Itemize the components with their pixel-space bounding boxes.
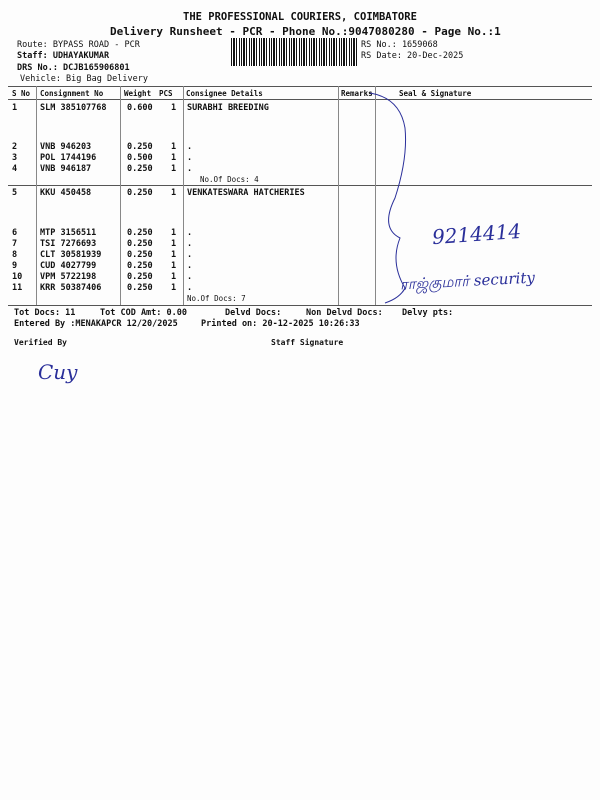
- row-consignment-no: CLT 30581939: [40, 250, 102, 260]
- row-weight: 0.600: [127, 103, 153, 113]
- row-sno: 7: [12, 239, 18, 249]
- entered-by: Entered By :MENAKAPCR 12/20/2025: [14, 319, 178, 329]
- row-detail: .: [187, 283, 193, 293]
- row-pcs: 1: [171, 272, 177, 282]
- col-divider: [36, 86, 37, 305]
- tot-docs: Tot Docs: 11: [14, 308, 76, 318]
- row-pcs: 1: [171, 239, 177, 249]
- route: Route: BYPASS ROAD - PCR: [17, 40, 140, 50]
- row-weight: 0.500: [127, 153, 153, 163]
- table-bottom-line: [8, 305, 592, 306]
- col-divider: [120, 86, 121, 305]
- staff-signature-label: Staff Signature: [271, 338, 344, 347]
- row-consignment-no: SLM 385107768: [40, 103, 107, 113]
- printed-on: Printed on: 20-12-2025 10:26:33: [201, 319, 360, 329]
- col-consignee: Consignee Details: [186, 89, 263, 98]
- row-detail: .: [187, 164, 193, 174]
- header-line: [8, 99, 592, 100]
- delvd-docs: Delvd Docs:: [225, 308, 282, 318]
- row-consignment-no: KKU 450458: [40, 188, 92, 198]
- row-consignment-no: KRR 50387406: [40, 283, 102, 293]
- group-divider: [8, 185, 592, 186]
- col-pcs: PCS: [159, 89, 173, 98]
- col-divider: [183, 86, 184, 305]
- row-detail: .: [187, 239, 193, 249]
- row-detail: .: [187, 261, 193, 271]
- rs-date: RS Date: 20-Dec-2025: [361, 51, 464, 61]
- row-pcs: 1: [171, 188, 177, 198]
- row-weight: 0.250: [127, 142, 153, 152]
- row-weight: 0.250: [127, 250, 153, 260]
- row-pcs: 1: [171, 153, 177, 163]
- row-pcs: 1: [171, 164, 177, 174]
- drs-no: DRS No.: DCJB165906801: [17, 63, 130, 73]
- row-consignment-no: VNB 946187: [40, 164, 92, 174]
- barcode: [231, 38, 357, 66]
- staff: Staff: UDHAYAKUMAR: [17, 51, 110, 61]
- row-detail: .: [187, 272, 193, 282]
- row-weight: 0.250: [127, 239, 153, 249]
- row-pcs: 1: [171, 261, 177, 271]
- col-seal: Seal & Signature: [399, 89, 472, 98]
- verifier-signature: Cuy: [38, 360, 78, 384]
- rs-no: RS No.: 1659068: [361, 40, 438, 50]
- row-pcs: 1: [171, 283, 177, 293]
- row-sno: 3: [12, 153, 18, 163]
- delvy-pts: Delvy pts:: [402, 308, 454, 318]
- row-sno: 10: [12, 272, 23, 282]
- table-top-line: [8, 86, 592, 87]
- row-consignment-no: VNB 946203: [40, 142, 92, 152]
- row-sno: 8: [12, 250, 18, 260]
- row-weight: 0.250: [127, 188, 153, 198]
- row-consignment-no: VPM 5722198: [40, 272, 97, 282]
- row-consignment-no: MTP 3156511: [40, 228, 97, 238]
- verified-by: Verified By: [14, 338, 67, 347]
- row-detail: .: [187, 142, 193, 152]
- row-pcs: 1: [171, 250, 177, 260]
- row-consignment-no: CUD 4027799: [40, 261, 97, 271]
- col-remarks: Remarks: [341, 89, 373, 98]
- consignee-name: SURABHI BREEDING: [187, 103, 269, 113]
- non-delvd-docs: Non Delvd Docs:: [306, 308, 383, 318]
- handwritten-phone: 9214414: [431, 218, 522, 250]
- row-sno: 9: [12, 261, 18, 271]
- col-divider: [338, 86, 339, 305]
- row-pcs: 1: [171, 103, 177, 113]
- consignee-name: VENKATESWARA HATCHERIES: [187, 188, 305, 198]
- row-weight: 0.250: [127, 228, 153, 238]
- row-sno: 4: [12, 164, 18, 174]
- company-title: THE PROFESSIONAL COURIERS, COIMBATORE: [183, 11, 417, 23]
- row-sno: 5: [12, 188, 18, 198]
- row-consignment-no: POL 1744196: [40, 153, 97, 163]
- row-sno: 1: [12, 103, 18, 113]
- row-pcs: 1: [171, 228, 177, 238]
- col-divider: [375, 86, 376, 305]
- row-consignment-no: TSI 7276693: [40, 239, 97, 249]
- row-detail: .: [187, 228, 193, 238]
- col-weight: Weight: [124, 89, 152, 98]
- row-pcs: 1: [171, 142, 177, 152]
- col-sno: S No: [12, 89, 31, 98]
- runsheet-subtitle: Delivery Runsheet - PCR - Phone No.:9047…: [110, 25, 501, 38]
- tot-cod: Tot COD Amt: 0.00: [100, 308, 187, 318]
- row-weight: 0.250: [127, 164, 153, 174]
- col-consignment: Consignment No: [40, 89, 104, 98]
- row-sno: 2: [12, 142, 18, 152]
- row-sno: 11: [12, 283, 23, 293]
- row-detail: .: [187, 250, 193, 260]
- vehicle: Vehicle: Big Bag Delivery: [20, 74, 148, 84]
- row-weight: 0.250: [127, 272, 153, 282]
- row-weight: 0.250: [127, 261, 153, 271]
- row-weight: 0.250: [127, 283, 153, 293]
- handwritten-bracket: [369, 92, 407, 304]
- no-of-docs: No.Of Docs: 4: [200, 175, 259, 184]
- no-of-docs: No.Of Docs: 7: [187, 294, 246, 303]
- row-sno: 6: [12, 228, 18, 238]
- row-detail: .: [187, 153, 193, 163]
